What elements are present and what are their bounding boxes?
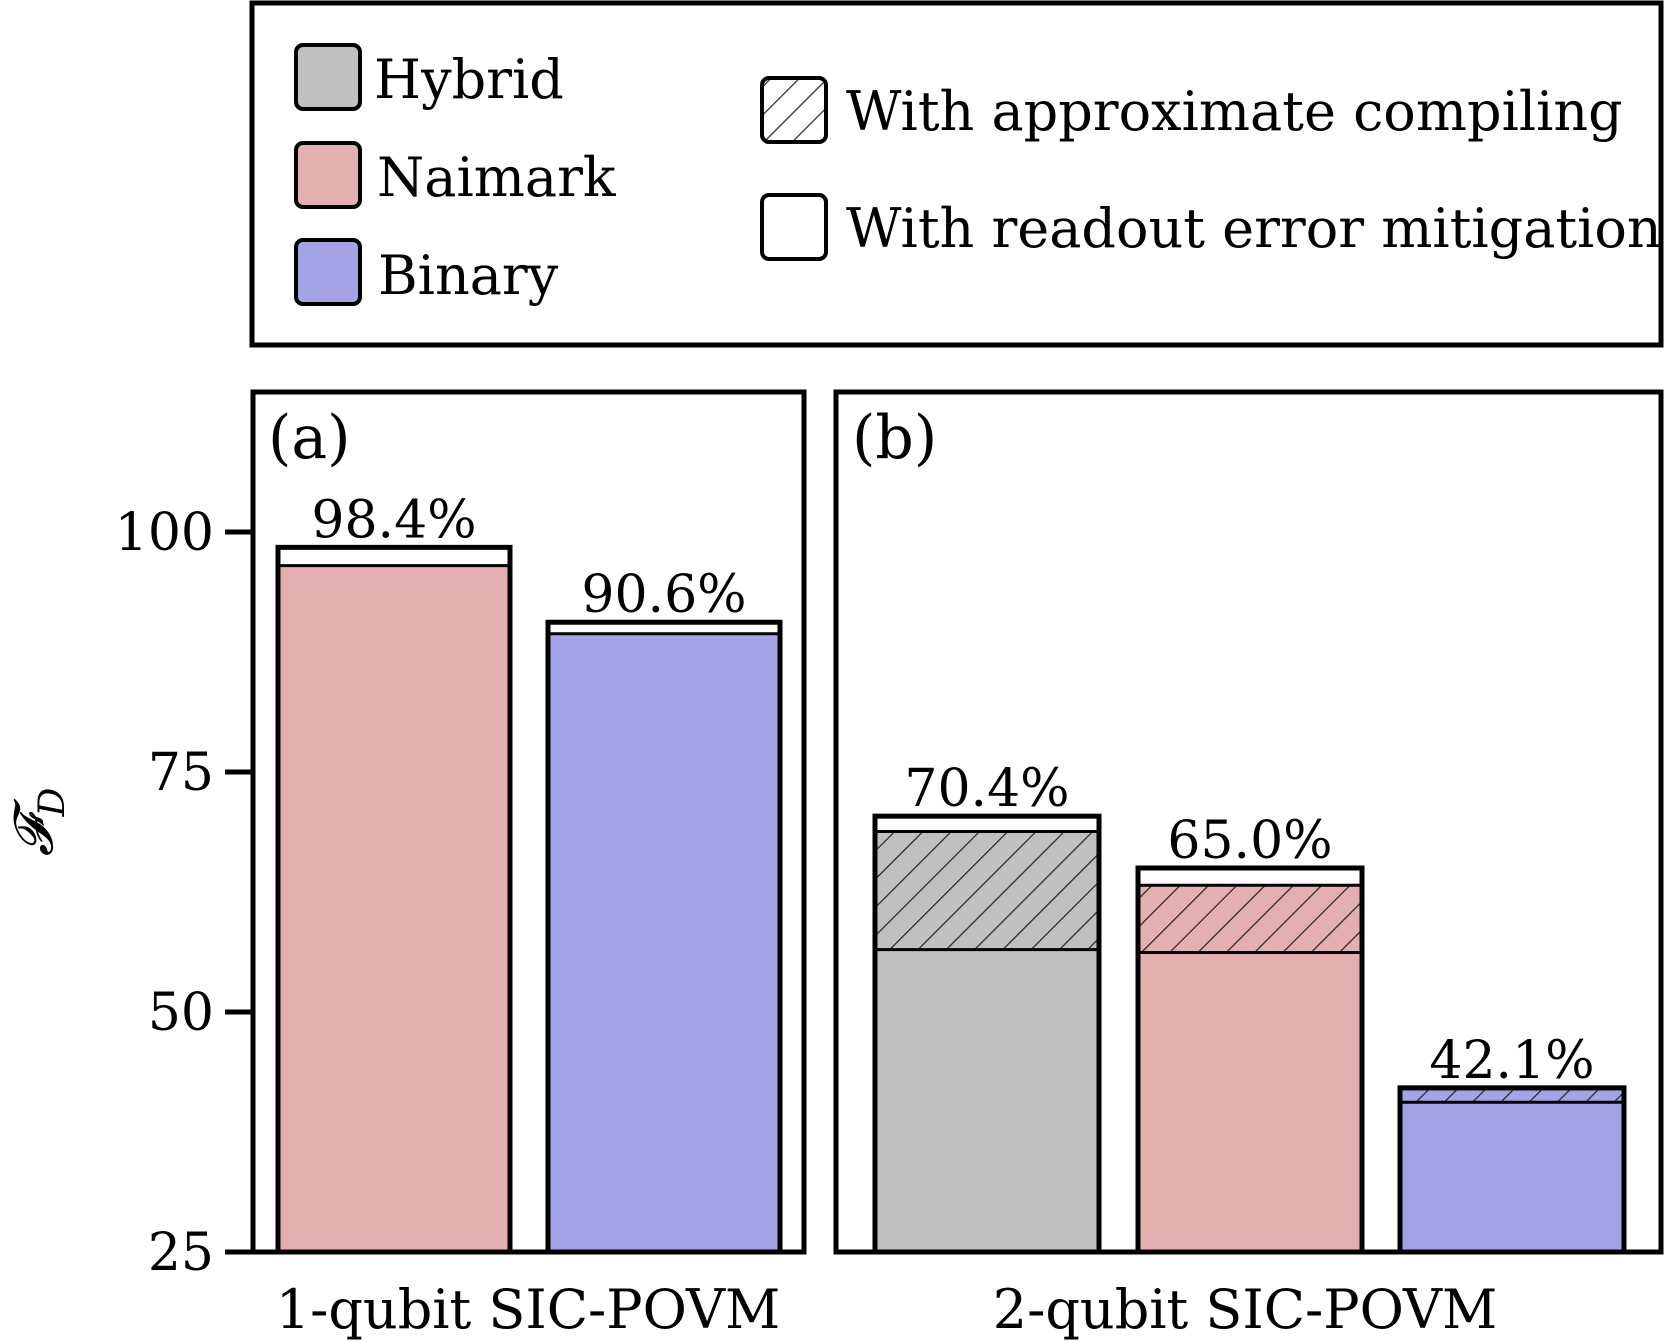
- legend-frame: [249, 0, 1664, 348]
- bar-naimark-outline: [1135, 865, 1365, 1255]
- bar-binary-value-label: 42.1%: [1429, 1031, 1594, 1091]
- bar-binary-approx-hatch: [1400, 1088, 1624, 1103]
- legend-swatch-binary: [294, 238, 362, 306]
- bar-naimark-value-label: 65.0%: [1167, 811, 1332, 871]
- bar-naimark-base-segment: [1138, 952, 1362, 1252]
- y-axis-label-text: 𝓕D: [2, 788, 73, 857]
- y-axis-label: 𝓕D: [2, 788, 73, 857]
- bar-naimark: 65.0%: [1135, 811, 1365, 1255]
- legend-entry-naimark: Naimark: [294, 141, 617, 209]
- legend-label-naimark: Naimark: [377, 146, 617, 209]
- panel-b-bars: 70.4% 65.0% 42.1%: [872, 759, 1627, 1255]
- panel-a: (a) 98.4% 90.6% 1-qubit SIC-POVM: [250, 389, 807, 1341]
- legend-label-binary: Binary: [378, 244, 559, 307]
- bar-naimark-outline: [275, 544, 513, 1255]
- y-axis: 25 50 75 100 𝓕D: [2, 503, 251, 1283]
- y-tick-label-100: 100: [115, 503, 214, 563]
- bar-naimark: 98.4%: [275, 490, 513, 1255]
- legend-entry-readout-mitigation: With readout error mitigation: [760, 193, 1662, 261]
- legend-label-readout-mitigation: With readout error mitigation: [846, 197, 1662, 260]
- legend-swatch-hatch-fill: [764, 80, 824, 140]
- bar-hybrid-value-label: 70.4%: [904, 759, 1069, 819]
- panel-b-xlabel: 2-qubit SIC-POVM: [993, 1278, 1497, 1341]
- panel-b-label: (b): [852, 403, 937, 473]
- bar-hybrid-outline: [872, 813, 1102, 1255]
- legend-entry-hybrid: Hybrid: [294, 43, 564, 111]
- bar-hybrid-approx-hatch: [875, 831, 1099, 950]
- bar-binary: 42.1%: [1397, 1031, 1627, 1255]
- panel-a-xlabel: 1-qubit SIC-POVM: [276, 1278, 780, 1341]
- bar-binary-base-segment: [1400, 1102, 1624, 1252]
- bar-naimark-base-segment: [278, 565, 510, 1252]
- panel-b: (b) 70.4% 65.0% 42.1% 2-qubit SIC-POVM: [833, 389, 1664, 1341]
- panel-a-bars: 98.4% 90.6%: [275, 490, 783, 1255]
- bar-naimark-approx-hatch: [1138, 885, 1362, 953]
- legend-label-approx-compiling: With approximate compiling: [846, 80, 1623, 143]
- bar-hybrid: 70.4%: [872, 759, 1102, 1255]
- bar-binary-value-label: 90.6%: [581, 565, 746, 625]
- y-tick-label-75: 75: [148, 743, 214, 803]
- legend-entry-approx-compiling: With approximate compiling: [760, 76, 1623, 144]
- bar-hybrid-base-segment: [875, 949, 1099, 1252]
- legend-entry-binary: Binary: [294, 238, 559, 307]
- legend-swatch-hybrid: [294, 43, 362, 111]
- legend-swatch-white: [760, 193, 828, 261]
- bar-binary-outline: [545, 619, 783, 1255]
- legend-swatch-naimark: [294, 141, 362, 209]
- legend-label-hybrid: Hybrid: [374, 48, 564, 111]
- y-ticks: 25 50 75 100: [115, 503, 251, 1283]
- panel-a-frame: [250, 389, 807, 1255]
- y-tick-label-50: 50: [148, 983, 214, 1043]
- y-tick-label-25: 25: [148, 1223, 214, 1283]
- bar-binary-outline: [1397, 1085, 1627, 1255]
- bar-binary: 90.6%: [545, 565, 783, 1255]
- legend: Hybrid Naimark Binary With approximate c…: [249, 0, 1664, 348]
- bar-binary-base-segment: [548, 633, 780, 1252]
- panel-a-label: (a): [268, 403, 351, 473]
- bar-naimark-value-label: 98.4%: [311, 490, 476, 550]
